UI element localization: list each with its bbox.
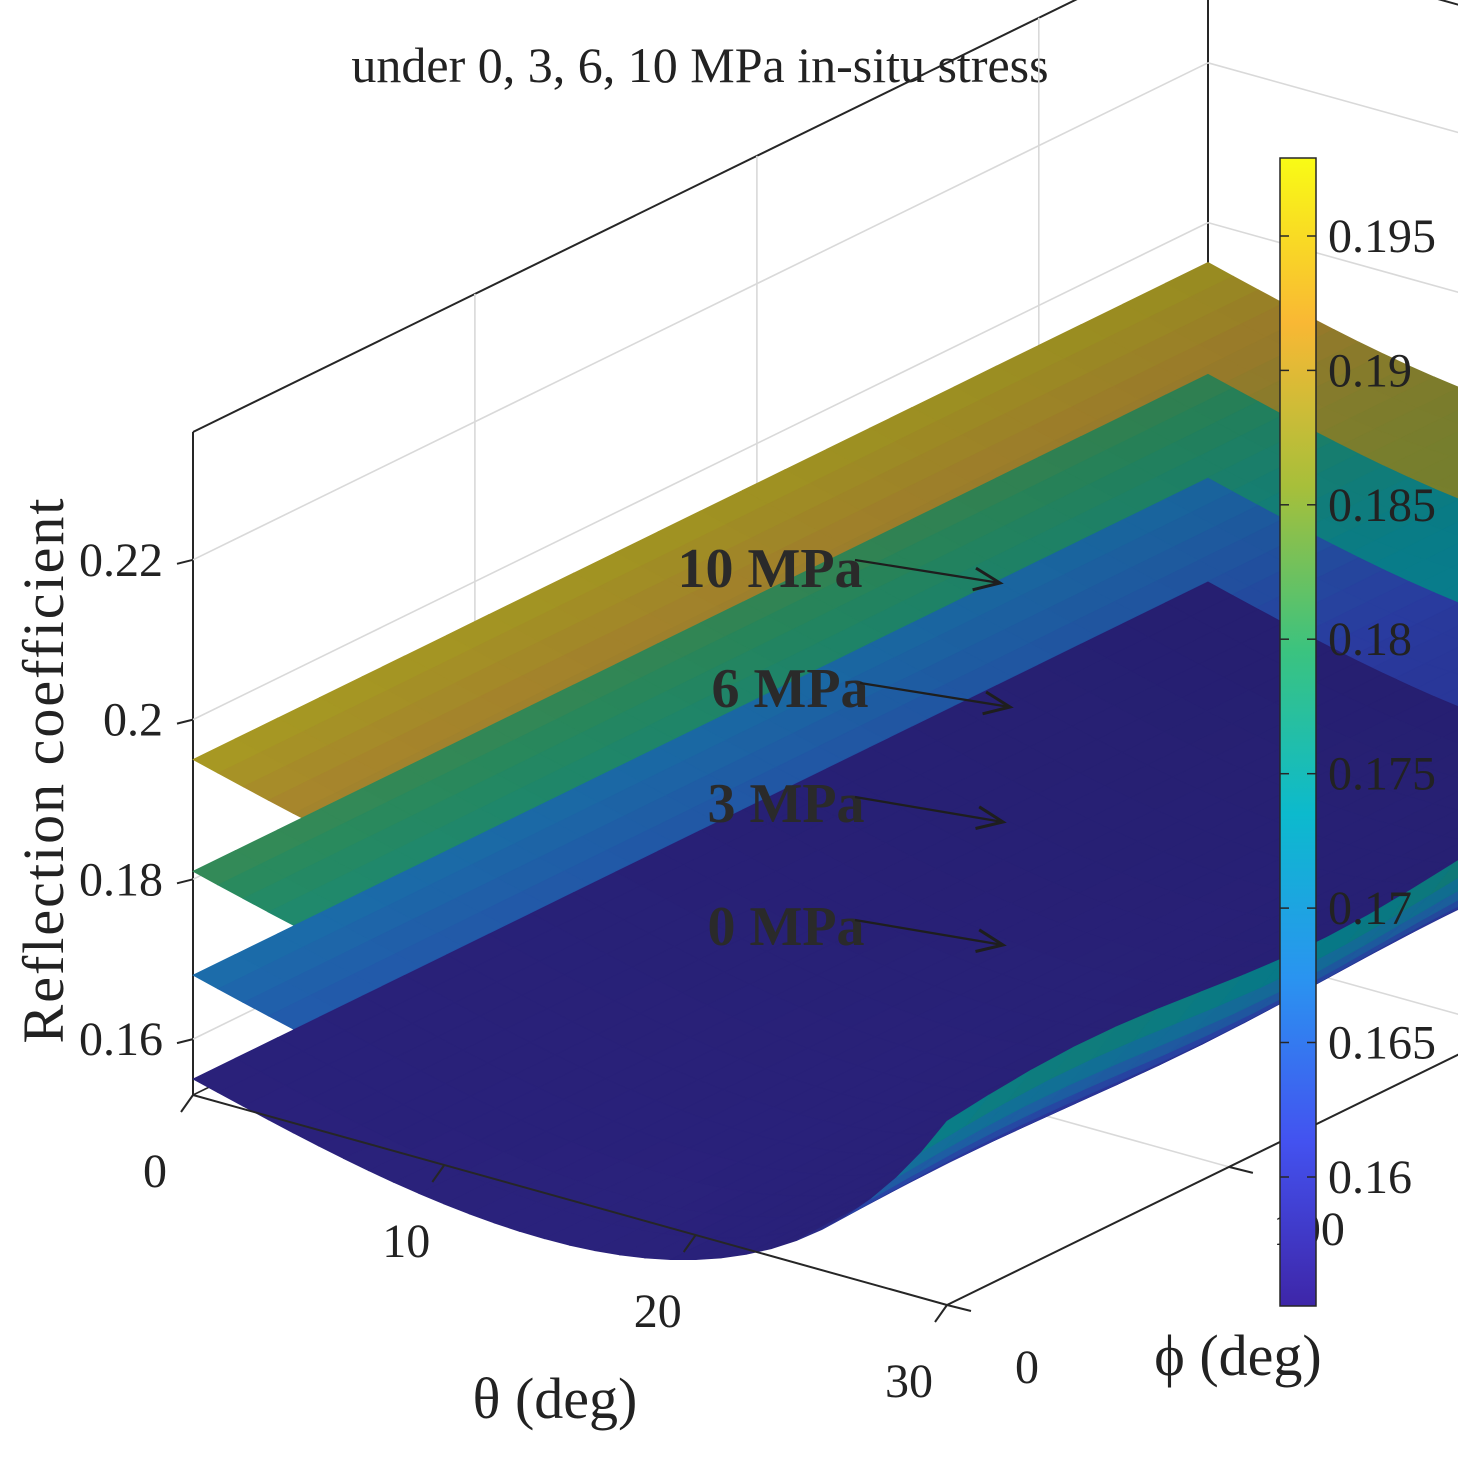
z-tick-label: 0.22: [79, 534, 163, 587]
z-tick-label: 0.2: [103, 694, 163, 747]
colorbar-tick-label: 0.17: [1328, 882, 1412, 935]
surface-annotation: 0 MPa: [707, 896, 864, 958]
x-tick-mark: [935, 1305, 947, 1322]
y-axis-label: ϕ (deg): [1154, 1323, 1321, 1388]
colorbar-tick-label: 0.195: [1328, 210, 1436, 263]
x-axis-label: θ (deg): [473, 1366, 638, 1431]
surface-annotation: 6 MPa: [711, 658, 868, 720]
colorbar-tick-label: 0.16: [1328, 1151, 1412, 1204]
colorbar-tick-label: 0.18: [1328, 613, 1412, 666]
z-tick-label: 0.16: [79, 1013, 163, 1066]
surface-annotation: 3 MPa: [707, 773, 864, 835]
surface-annotation: 10 MPa: [677, 538, 862, 600]
surfaces: [193, 263, 1458, 1260]
x-tick-label: 10: [382, 1215, 430, 1268]
colorbar-tick-label: 0.185: [1328, 479, 1436, 532]
x-tick-label: 30: [885, 1355, 933, 1408]
x-tick-label: 20: [634, 1285, 682, 1338]
y-tick-mark: [1229, 1167, 1253, 1173]
z-tick-mark: [177, 560, 193, 564]
z-tick-mark: [177, 1039, 193, 1043]
y-tick-label: 0: [1015, 1341, 1039, 1394]
colorbar-body: [1280, 158, 1316, 1306]
z-axis-label: Reflection coefficient: [11, 497, 76, 1044]
z-axis-ticks: 0.16 0.18 0.2 0.22: [79, 534, 193, 1066]
colorbar-tick-label: 0.165: [1328, 1017, 1436, 1070]
y-tick-mark: [947, 1305, 971, 1311]
x-tick-mark: [181, 1095, 193, 1112]
z-tick-mark: [177, 879, 193, 883]
z-tick-mark: [177, 720, 193, 724]
colorbar-tick-label: 0.175: [1328, 748, 1436, 801]
z-tick-label: 0.18: [79, 853, 163, 906]
x-tick-label: 0: [143, 1145, 167, 1198]
colorbar-tick-label: 0.19: [1328, 344, 1412, 397]
